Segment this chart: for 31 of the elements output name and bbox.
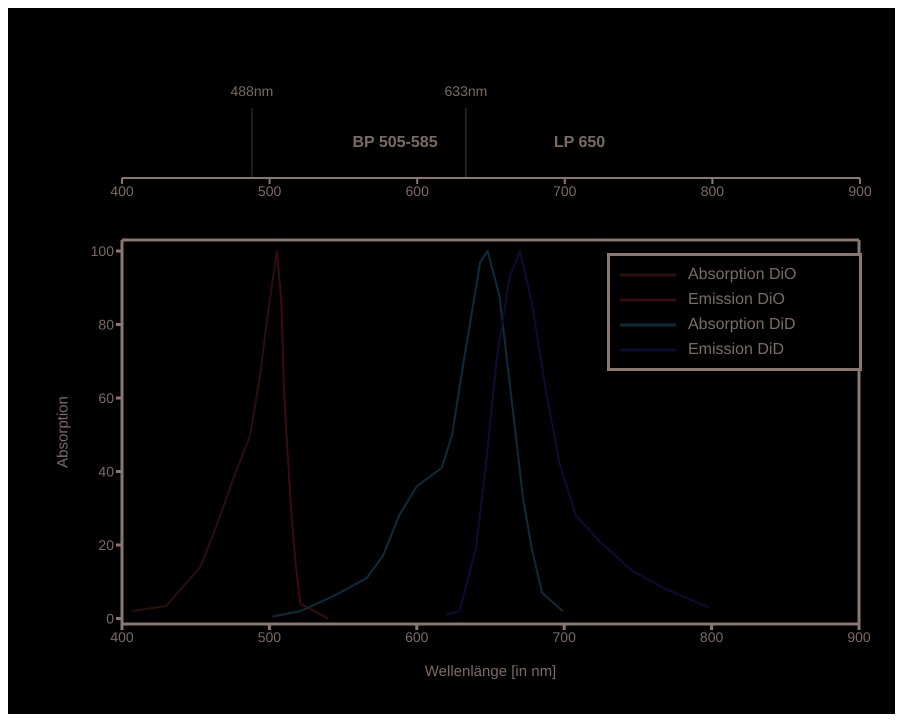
y-tick-label: 40: [98, 463, 114, 480]
text: LP 650: [554, 134, 606, 152]
line-series: [271, 250, 564, 618]
text: BP 505-585: [352, 134, 438, 152]
legend-label: Absorption DiD: [688, 316, 796, 334]
y-tick-label: 0: [106, 610, 114, 626]
y-axis-title: Absorption: [54, 396, 72, 468]
x-tick-label: 700: [552, 628, 576, 645]
x-tick-label: 900: [847, 628, 871, 645]
legend-label: Absorption DiO: [688, 266, 796, 284]
x2-tick-label: 800: [700, 182, 724, 199]
x2-tick-label: 900: [848, 182, 872, 199]
legend-label: Emission DiO: [688, 290, 785, 308]
line-series: [276, 250, 330, 620]
y-tick-label: 100: [90, 242, 114, 259]
x2-tick-label: 700: [553, 182, 577, 199]
x-tick-label: 800: [700, 628, 724, 645]
x-tick-label: 600: [405, 628, 429, 645]
line-series: [131, 250, 278, 612]
x2-tick-label: 400: [110, 182, 134, 199]
y-tick-label: 60: [98, 390, 114, 406]
x-axis-title: Wellenlänge [in nm]: [424, 663, 556, 680]
x2-tick-label: 600: [406, 182, 430, 199]
x2-tick-label: 500: [258, 182, 282, 199]
x-tick-label: 400: [110, 628, 134, 645]
y-tick-label: 80: [98, 316, 114, 332]
x-tick-label: 500: [258, 628, 282, 645]
legend-label: Emission DiD: [688, 340, 784, 358]
ref-line-label: 488nm: [230, 83, 274, 99]
ref-line-label: 633nm: [444, 83, 488, 99]
y-tick-label: 20: [98, 536, 114, 553]
